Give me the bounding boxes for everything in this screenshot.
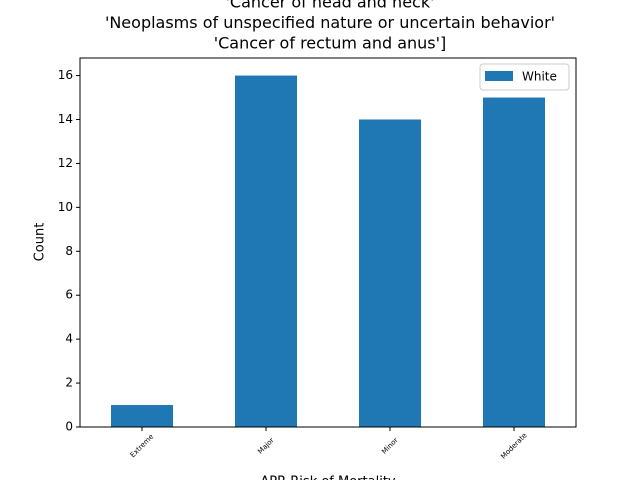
y-tick-label: 6 bbox=[65, 288, 73, 302]
y-tick-label: 8 bbox=[65, 244, 73, 258]
bar bbox=[235, 75, 297, 428]
y-tick-label: 16 bbox=[58, 68, 73, 82]
y-axis-label: Count bbox=[33, 223, 48, 262]
legend-label: White bbox=[522, 70, 557, 84]
bar bbox=[483, 97, 545, 428]
chart-title: 'Cancer of rectum and anus'] bbox=[214, 34, 447, 53]
legend-swatch bbox=[485, 71, 513, 81]
y-tick-label: 14 bbox=[58, 112, 73, 126]
x-tick-label: Minor bbox=[380, 436, 400, 456]
x-tick-label: Extreme bbox=[129, 433, 155, 459]
y-tick-label: 0 bbox=[65, 420, 73, 434]
axes-frame bbox=[79, 57, 577, 428]
bar bbox=[111, 405, 173, 427]
x-tick-label: Major bbox=[256, 436, 275, 455]
legend-box bbox=[479, 63, 570, 91]
y-tick-label: 2 bbox=[65, 376, 73, 390]
x-tick-label: Moderate bbox=[499, 431, 528, 460]
chart-title: 'Neoplasms of unspecified nature or unce… bbox=[105, 13, 555, 32]
x-axis-label: APR Risk of Mortality bbox=[260, 475, 396, 480]
bar bbox=[359, 119, 421, 427]
y-tick-label: 12 bbox=[58, 156, 73, 170]
y-tick-label: 4 bbox=[65, 332, 73, 346]
chart-title: 'Cancer of head and neck' bbox=[226, 0, 435, 12]
y-tick-label: 10 bbox=[58, 200, 73, 214]
